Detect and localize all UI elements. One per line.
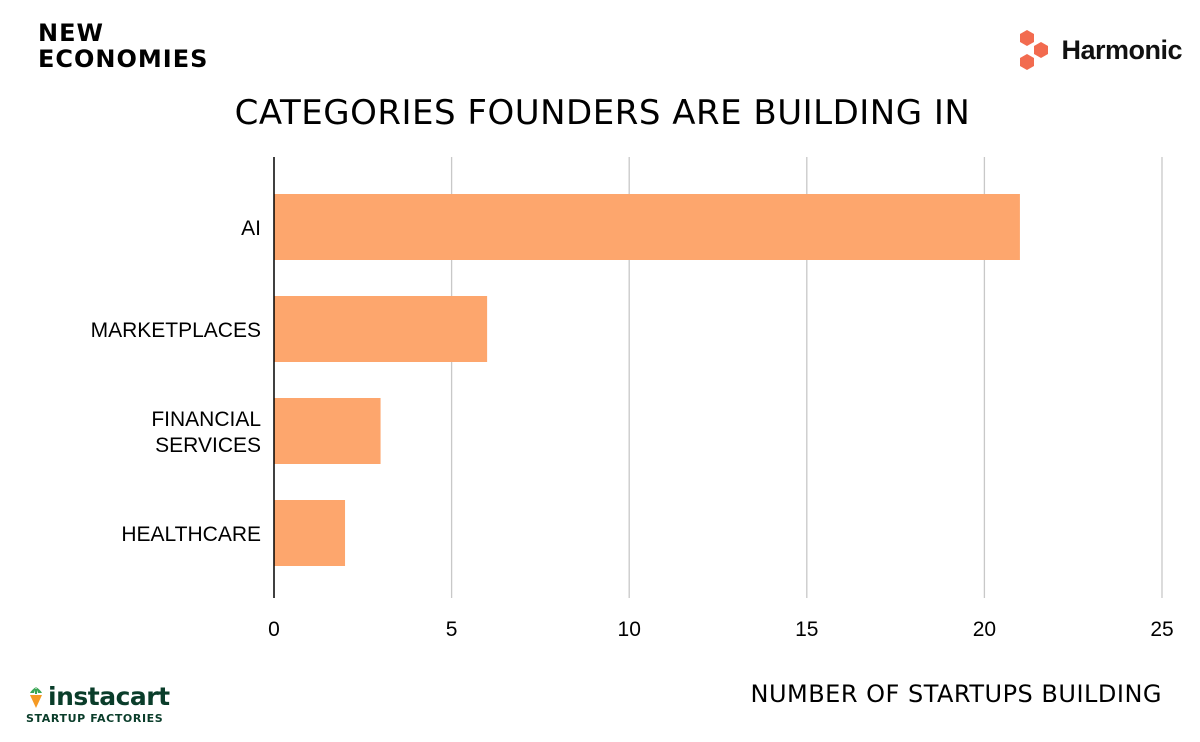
- category-label: HEALTHCARE: [121, 523, 261, 546]
- brand-line-1: NEW: [38, 19, 104, 47]
- bar: [274, 296, 488, 362]
- harmonic-wordmark: Harmonic: [1061, 34, 1182, 65]
- category-label: SERVICES: [155, 434, 261, 457]
- carrot-icon: [30, 687, 42, 708]
- category-label: FINANCIAL: [151, 408, 261, 431]
- x-tick-label: 25: [1150, 618, 1173, 641]
- x-tick-label: 20: [973, 618, 996, 641]
- category-labels: AI MARKETPLACES FINANCIAL SERVICES HEALTHCAR…: [91, 217, 261, 546]
- x-tick-label: 10: [618, 618, 641, 641]
- x-tick-labels: 0 5 10 15 20 25: [268, 618, 1174, 641]
- x-tick-label: 5: [446, 618, 458, 641]
- new-economies-logo: NEW ECONOMIES: [38, 20, 208, 72]
- hexagon-cluster-icon: [1020, 30, 1049, 70]
- instacart-subtitle: STARTUP FACTORIES: [26, 712, 164, 725]
- category-label: MARKETPLACES: [91, 319, 261, 342]
- instacart-wordmark: instacart: [48, 682, 170, 711]
- chart-title: CATEGORIES FOUNDERS ARE BUILDING IN: [234, 93, 971, 133]
- bars: [274, 194, 1020, 566]
- bar: [274, 500, 346, 566]
- bar: [274, 398, 381, 464]
- brand-line-2: ECONOMIES: [38, 45, 209, 73]
- harmonic-logo: Harmonic: [1015, 28, 1182, 72]
- x-axis-label: NUMBER OF STARTUPS BUILDING: [750, 680, 1162, 708]
- x-tick-label: 15: [795, 618, 818, 641]
- x-tick-label: 0: [268, 618, 280, 641]
- category-label: AI: [241, 217, 261, 240]
- bar: [274, 194, 1020, 260]
- instacart-logo: instacart STARTUP FACTORIES: [26, 682, 170, 726]
